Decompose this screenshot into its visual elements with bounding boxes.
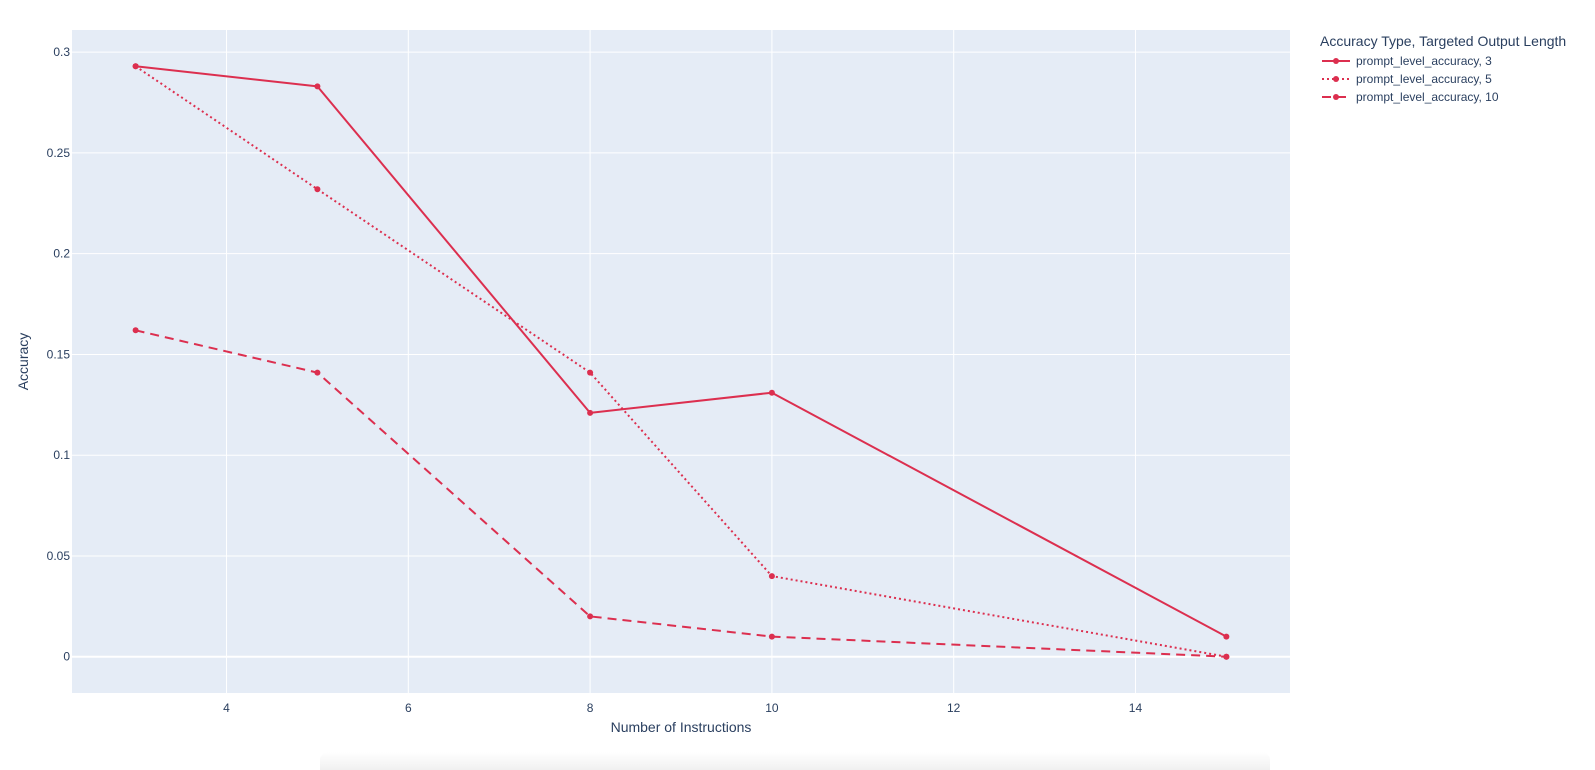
y-tick-label: 0.25 xyxy=(47,146,71,160)
bottom-shadow xyxy=(320,752,1270,770)
legend-label: prompt_level_accuracy, 10 xyxy=(1356,90,1499,104)
x-tick-label: 6 xyxy=(405,701,412,715)
y-tick-label: 0.15 xyxy=(47,347,71,361)
data-point[interactable] xyxy=(314,186,321,193)
legend-items[interactable]: prompt_level_accuracy, 3 prompt_level_acc… xyxy=(1322,54,1499,104)
x-tick-label: 12 xyxy=(947,701,961,715)
plot-area xyxy=(72,30,1290,693)
legend-marker xyxy=(1333,76,1339,82)
data-point[interactable] xyxy=(587,613,594,620)
data-point[interactable] xyxy=(1223,653,1230,660)
x-tick-label: 4 xyxy=(223,701,230,715)
legend-marker xyxy=(1333,58,1339,64)
legend-label: prompt_level_accuracy, 5 xyxy=(1356,72,1492,86)
y-gridlines xyxy=(72,51,1290,658)
data-point[interactable] xyxy=(768,389,775,396)
legend-item[interactable]: prompt_level_accuracy, 3 xyxy=(1322,54,1492,68)
series-layer xyxy=(132,63,1230,660)
x-tick-label: 10 xyxy=(765,701,779,715)
x-gridlines xyxy=(226,30,1136,693)
legend[interactable]: Accuracy Type, Targeted Output Length pr… xyxy=(1320,33,1566,104)
legend-title: Accuracy Type, Targeted Output Length xyxy=(1320,33,1566,49)
legend-item[interactable]: prompt_level_accuracy, 5 xyxy=(1322,72,1492,86)
x-tick-labels: 4 6 8 10 12 14 xyxy=(223,701,1142,715)
y-tick-label: 0.05 xyxy=(47,549,71,563)
x-tick-label: 14 xyxy=(1129,701,1143,715)
y-axis-title: Accuracy xyxy=(15,333,31,391)
data-point[interactable] xyxy=(768,633,775,640)
series-line xyxy=(135,65,1227,658)
legend-marker xyxy=(1333,94,1339,100)
series-3 xyxy=(132,327,1230,660)
data-point[interactable] xyxy=(314,369,321,376)
x-tick-label: 8 xyxy=(587,701,594,715)
series-line xyxy=(135,329,1227,658)
data-point[interactable] xyxy=(132,327,139,334)
data-point[interactable] xyxy=(314,83,321,90)
series-1 xyxy=(132,63,1230,640)
x-axis-title: Number of Instructions xyxy=(611,719,752,735)
y-tick-label: 0.3 xyxy=(53,45,70,59)
y-tick-label: 0 xyxy=(63,650,70,664)
y-tick-label: 0.1 xyxy=(53,448,70,462)
legend-item[interactable]: prompt_level_accuracy, 10 xyxy=(1322,90,1499,104)
data-point[interactable] xyxy=(1223,633,1230,640)
y-tick-labels: 0 0.05 0.1 0.15 0.2 0.25 0.3 xyxy=(47,45,71,664)
legend-label: prompt_level_accuracy, 3 xyxy=(1356,54,1492,68)
data-point[interactable] xyxy=(587,409,594,416)
data-point[interactable] xyxy=(132,63,139,70)
data-point[interactable] xyxy=(587,369,594,376)
data-point[interactable] xyxy=(768,573,775,580)
y-tick-label: 0.2 xyxy=(53,247,70,261)
